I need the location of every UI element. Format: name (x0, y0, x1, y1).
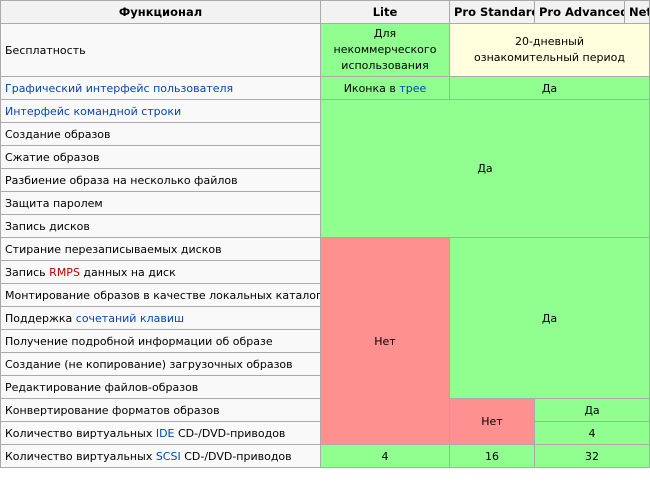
tray-link[interactable]: трее (399, 81, 427, 95)
hotkeys-link[interactable]: сочетаний клавиш (75, 311, 185, 325)
feature-rmps: Запись RMPS данных на диск (0, 260, 321, 284)
header-net: Net (624, 0, 650, 24)
convert-adv-cell: Да (534, 398, 650, 422)
feature-scsi: Количество виртуальных SCSI CD-/DVD-прив… (0, 444, 321, 468)
header-feature: Функционал (0, 0, 321, 24)
ide-prefix: Количество виртуальных (5, 426, 156, 440)
table-row: Интерфейс командной строки Да (0, 99, 650, 238)
table-row: Поддержка сочетаний клавиш (0, 306, 650, 330)
scsi-adv-cell: 32 (534, 444, 650, 468)
feature-boot-images: Создание (не копирование) загрузочных об… (0, 352, 321, 376)
table-row: Создание образов (0, 122, 650, 146)
scsi-prefix: Количество виртуальных (5, 449, 156, 463)
table-row: Количество виртуальных IDE CD-/DVD-приво… (0, 421, 650, 445)
gui-lite-text: Иконка в (343, 81, 400, 95)
table-row: Защита паролем (0, 191, 650, 215)
ide-adv-cell: 4 (534, 421, 650, 445)
scsi-suffix: CD-/DVD-приводов (180, 449, 292, 463)
feature-edit-files: Редактирование файлов-образов (0, 375, 321, 399)
table-row: Бесплатность Для некоммерческого использ… (0, 23, 650, 77)
feature-gui: Графический интерфейс пользователя (0, 76, 321, 100)
feature-free: Бесплатность (0, 23, 321, 77)
std-no-cell: Нет (449, 398, 535, 445)
header-lite: Lite (320, 0, 450, 24)
feature-cli: Интерфейс командной строки (0, 99, 321, 123)
table-row: Получение подробной информации об образе (0, 329, 650, 353)
feature-password: Защита паролем (0, 191, 321, 215)
table-row: Стирание перезаписываемых дисков Нет Да (0, 237, 650, 445)
free-lite-cell: Для некоммерческого использования (320, 23, 450, 77)
table-row: Количество виртуальных SCSI CD-/DVD-прив… (0, 444, 650, 468)
feature-convert: Конвертирование форматов образов (0, 398, 321, 422)
feature-mount-dirs: Монтирование образов в качестве локальны… (0, 283, 321, 307)
feature-hotkeys: Поддержка сочетаний клавиш (0, 306, 321, 330)
feature-compress-images: Сжатие образов (0, 145, 321, 169)
feature-burn: Запись дисков (0, 214, 321, 238)
rmps-prefix: Запись (5, 265, 50, 279)
rmps-link[interactable]: RMPS (49, 265, 80, 279)
header-row: Функционал Lite Pro Standard Pro Advance… (0, 0, 650, 24)
header-pro-standard: Pro Standard (449, 0, 535, 24)
table-row: Создание (не копирование) загрузочных об… (0, 352, 650, 376)
hotkeys-prefix: Поддержка (5, 311, 76, 325)
ide-suffix: CD-/DVD-приводов (174, 426, 286, 440)
feature-create-images: Создание образов (0, 122, 321, 146)
feature-image-info: Получение подробной информации об образе (0, 329, 321, 353)
block2-lite-no-cell: Нет (320, 237, 450, 445)
scsi-lite-cell: 4 (320, 444, 450, 468)
cli-link[interactable]: Интерфейс командной строки (5, 104, 182, 118)
gui-rest-cell: Да (449, 76, 650, 100)
table-row: Монтирование образов в качестве локальны… (0, 283, 650, 307)
table-row: Разбиение образа на несколько файлов (0, 168, 650, 192)
gui-link[interactable]: Графический интерфейс пользователя (5, 81, 234, 95)
feature-comparison-table: Функционал Lite Pro Standard Pro Advance… (0, 0, 650, 468)
feature-erase-rw: Стирание перезаписываемых дисков (0, 237, 321, 261)
free-trial-text: 20-дневный ознакомительный период (474, 35, 625, 64)
header-pro-advanced: Pro Advanced (534, 0, 625, 24)
rmps-suffix: данных на диск (79, 265, 176, 279)
scsi-link[interactable]: SCSI (155, 449, 181, 463)
scsi-std-cell: 16 (449, 444, 535, 468)
ide-link[interactable]: IDE (155, 426, 175, 440)
feature-ide: Количество виртуальных IDE CD-/DVD-приво… (0, 421, 321, 445)
free-trial-cell: 20-дневный ознакомительный период (449, 23, 650, 77)
table-row: Графический интерфейс пользователя Иконк… (0, 76, 650, 100)
gui-lite-cell: Иконка в трее (320, 76, 450, 100)
table-row: Запись дисков (0, 214, 650, 238)
block2-yes-cell: Да (449, 237, 650, 399)
block1-yes-cell: Да (320, 99, 650, 238)
feature-split-image: Разбиение образа на несколько файлов (0, 168, 321, 192)
